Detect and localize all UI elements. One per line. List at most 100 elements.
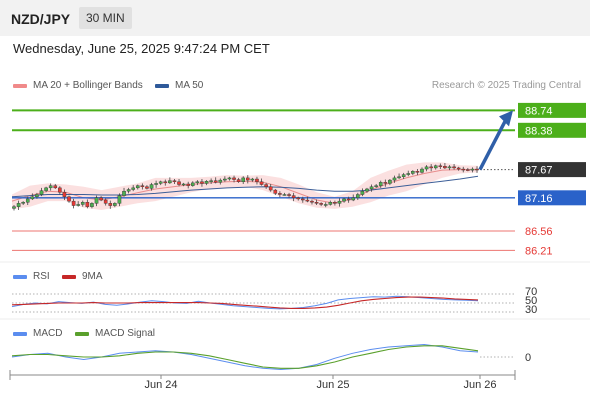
- candle-body: [314, 202, 319, 204]
- candle-body: [273, 189, 278, 194]
- candle-body: [241, 177, 246, 182]
- candle-body: [39, 190, 44, 195]
- x-axis-label: Jun 24: [144, 379, 177, 391]
- candle-body: [113, 203, 117, 206]
- candle-body: [461, 168, 466, 171]
- candle-body: [305, 199, 310, 202]
- candle-body: [186, 183, 190, 186]
- candle-body: [48, 185, 53, 189]
- candle-body: [356, 194, 360, 199]
- legend-ma50: MA 50: [155, 80, 203, 91]
- legend-rsi-swatch: [13, 274, 27, 279]
- legend-rsi-ma-label: 9MA: [82, 271, 103, 282]
- legend-rsi-ma-swatch: [62, 274, 76, 279]
- candle-body: [35, 194, 39, 197]
- price-label-86-21: 86.21: [525, 245, 553, 257]
- legend-macd-signal: MACD Signal: [75, 328, 155, 339]
- candle-body: [443, 166, 447, 169]
- candle-body: [342, 198, 346, 202]
- rsi-tick-label: 30: [525, 304, 537, 316]
- legend-bollinger: MA 20 + Bollinger Bands: [13, 80, 143, 91]
- candle-body: [346, 198, 351, 201]
- legend-macd-signal-swatch: [75, 331, 89, 336]
- candle-body: [466, 169, 470, 171]
- candle-body: [287, 194, 291, 196]
- price-label-87-16: 87.16: [518, 190, 586, 206]
- price-label-88-38: 88.38: [518, 122, 586, 138]
- candle-body: [333, 202, 337, 204]
- candle-body: [365, 188, 369, 192]
- candle-body: [397, 176, 401, 179]
- candle-body: [452, 166, 456, 169]
- legend-rsi: RSI: [13, 271, 50, 282]
- candle-body: [447, 166, 452, 169]
- candle-body: [328, 202, 333, 205]
- candle-body: [103, 199, 108, 204]
- timeframe-button[interactable]: 30 MIN: [79, 7, 132, 29]
- candle-body: [456, 167, 461, 170]
- candle-body: [319, 203, 323, 205]
- candle-body: [310, 200, 314, 203]
- candle-body: [108, 203, 113, 206]
- candle-body: [172, 180, 177, 182]
- candle-body: [94, 197, 99, 204]
- candle-body: [158, 181, 163, 184]
- timestamp: Wednesday, June 25, 2025 9:47:24 PM CET: [13, 41, 270, 56]
- ma50-line: [11, 175, 479, 198]
- price-label-bg: [518, 162, 586, 178]
- candle-body: [62, 192, 67, 197]
- candle-body: [406, 173, 411, 175]
- legend-ma50-swatch: [155, 83, 169, 88]
- legend-rsi-ma: 9MA: [62, 271, 103, 282]
- price-label-86-56: 86.56: [525, 226, 553, 238]
- candle-body: [154, 183, 158, 185]
- candle-body: [177, 181, 181, 185]
- title-bar: NZD/JPY 30 MIN: [0, 0, 590, 36]
- candle-body: [232, 177, 236, 180]
- price-label-text: 88.38: [525, 125, 553, 137]
- candle-body: [259, 181, 264, 185]
- candle-body: [255, 178, 259, 182]
- price-label-87-67: 87.67: [518, 162, 586, 178]
- candle-body: [245, 177, 250, 181]
- candle-body: [227, 177, 232, 180]
- candle-body: [58, 187, 62, 193]
- legend-macd-swatch: [13, 331, 27, 336]
- candle-body: [301, 198, 305, 201]
- candle-body: [117, 195, 122, 204]
- candle-body: [278, 193, 282, 195]
- candle-body: [392, 177, 397, 181]
- copyright-text: Research © 2025 Trading Central: [431, 80, 581, 91]
- candle-body: [204, 181, 209, 184]
- candle-body: [470, 168, 475, 171]
- candle-body: [12, 206, 16, 209]
- candle-body: [149, 184, 154, 189]
- candle-body: [16, 203, 21, 207]
- price-label-text: 86.56: [525, 226, 553, 238]
- x-axis-label: Jun 25: [316, 379, 349, 391]
- price-label-bg: [518, 122, 586, 138]
- candle-body: [236, 179, 241, 182]
- candle-body: [415, 171, 420, 173]
- legend-ma50-label: MA 50: [175, 80, 204, 91]
- candle-body: [268, 186, 273, 191]
- candle-body: [351, 197, 356, 201]
- macd-signal-line: [11, 345, 479, 369]
- candle-body: [374, 185, 378, 187]
- price-label-text: 87.16: [525, 193, 553, 205]
- price-label-bg: [518, 190, 586, 206]
- candle-body: [337, 200, 342, 204]
- candle-body: [209, 180, 213, 182]
- candle-body: [122, 190, 126, 196]
- candle-body: [53, 185, 58, 189]
- candle-body: [44, 187, 48, 191]
- legend-macd: MACD: [13, 328, 62, 339]
- price-label-text: 86.21: [525, 245, 553, 257]
- candle-body: [433, 165, 438, 169]
- legend-bollinger-label: MA 20 + Bollinger Bands: [33, 80, 143, 91]
- candle-body: [25, 198, 30, 203]
- candle-body: [429, 166, 433, 169]
- candle-body: [200, 181, 204, 184]
- forecast-arrow-shaft: [478, 120, 507, 171]
